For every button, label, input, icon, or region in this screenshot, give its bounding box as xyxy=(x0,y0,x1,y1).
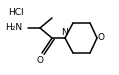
Text: H₂N: H₂N xyxy=(5,23,22,32)
Text: O: O xyxy=(37,56,44,65)
Text: HCl: HCl xyxy=(8,8,24,17)
Text: N: N xyxy=(62,28,68,37)
Text: O: O xyxy=(98,34,105,43)
